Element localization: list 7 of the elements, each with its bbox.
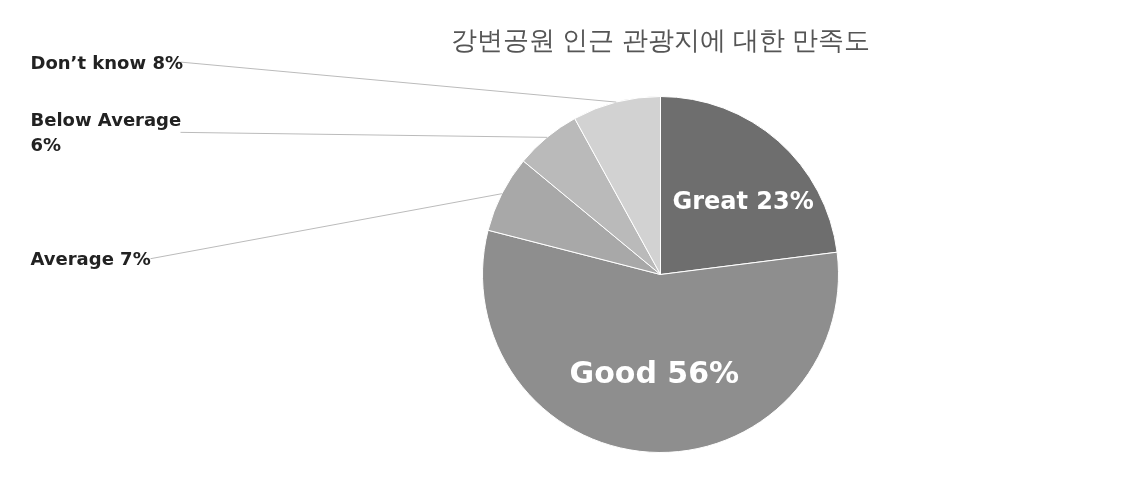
slice-label: Average 7% [30, 248, 151, 270]
slice-label: Below Average [30, 109, 182, 131]
slice-label: Great 23% [672, 187, 814, 216]
slice-label: Don’t know 8% [30, 51, 183, 73]
chart-title: 강변공원 인근 관광지에 대한 만족도 [451, 24, 870, 55]
data-label: 6% [30, 134, 62, 156]
slice-label: Good 56% [569, 354, 740, 390]
